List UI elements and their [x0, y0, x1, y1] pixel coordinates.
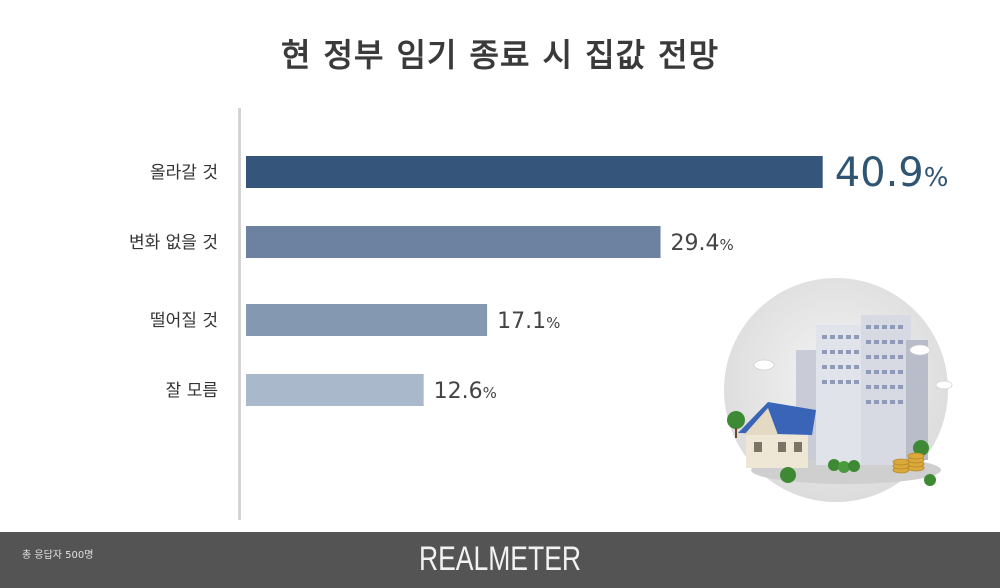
bar — [246, 226, 661, 258]
axis-line — [238, 108, 241, 520]
category-label: 잘 모름 — [166, 381, 218, 401]
value-label: 40.9% — [835, 150, 949, 196]
value-label: 17.1% — [497, 309, 560, 334]
bar — [246, 374, 424, 406]
category-label: 변화 없을 것 — [129, 233, 218, 253]
bar — [246, 156, 823, 188]
city-buildings-house-coins-icon — [724, 278, 953, 502]
category-label: 올라갈 것 — [150, 163, 218, 183]
category-label: 떨어질 것 — [150, 311, 218, 331]
respondents-note: 총 응답자 500명 — [22, 550, 94, 561]
footer-bar: 총 응답자 500명 REALMETER — [0, 532, 1000, 588]
bar — [246, 304, 488, 336]
value-label: 12.6% — [434, 379, 497, 404]
bar-chart: 올라갈 것 40.9% 변화 없을 것 29.4% 떨어질 것 17.1% 잘 모름 12.6… — [129, 108, 948, 520]
brand-logo: REALMETER — [418, 540, 582, 578]
value-label: 29.4% — [671, 231, 734, 256]
bars-group: 올라갈 것 40.9% 변화 없을 것 29.4% 떨어질 것 17.1% 잘 모름 12.6… — [129, 150, 948, 406]
chart-title: 현 정부 임기 종료 시 집값 전망 — [280, 36, 720, 74]
